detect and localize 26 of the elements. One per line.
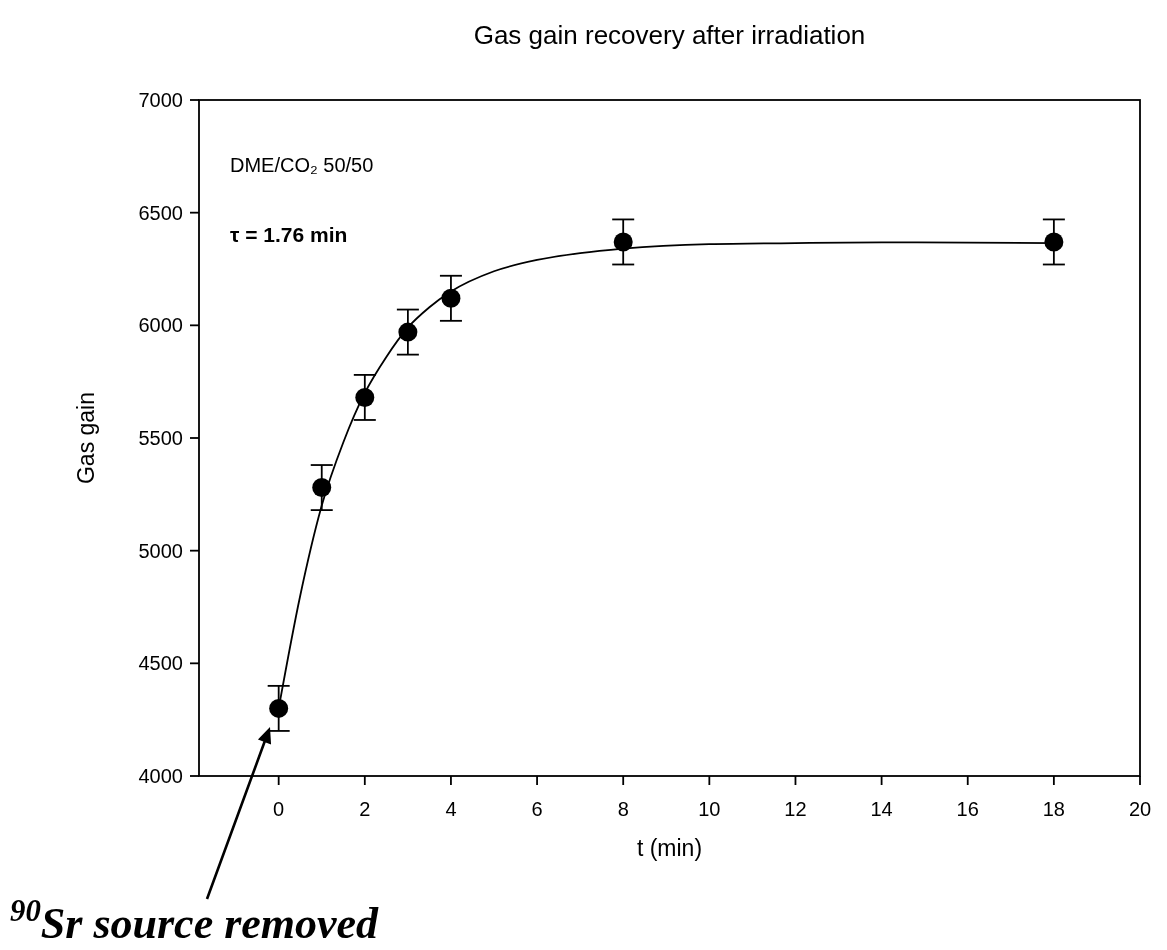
x-tick-label: 4 xyxy=(445,798,457,820)
y-tick-label: 7000 xyxy=(138,89,183,111)
x-tick-label: 16 xyxy=(956,798,979,820)
point xyxy=(269,698,289,718)
annotation: DME/CO₂ 50/50 xyxy=(230,154,374,176)
x-tick-label: 8 xyxy=(617,798,629,820)
chart-title: Gas gain recovery after irradiation xyxy=(473,20,866,50)
x-axis-title: t (min) xyxy=(636,835,703,861)
y-tick-label: 5000 xyxy=(138,539,183,562)
x-tick-label: 0 xyxy=(273,798,285,820)
x-tick-label: 10 xyxy=(698,798,721,820)
y-tick-label: 4000 xyxy=(138,765,183,787)
annotation: τ = 1.76 min xyxy=(230,223,348,246)
x-tick-label: 12 xyxy=(784,798,807,820)
y-axis-title: Gas gain xyxy=(73,391,99,485)
text: $^{90}$Sr source removed xyxy=(10,894,380,948)
y-tick-label: 6000 xyxy=(138,314,183,337)
x-tick-label: 18 xyxy=(1042,798,1065,820)
x-tick-label: 20 xyxy=(1128,798,1152,820)
y-tick-label: 4500 xyxy=(138,652,183,675)
point xyxy=(1044,232,1064,252)
y-tick-label: 6500 xyxy=(138,201,183,224)
x-tick-label: 2 xyxy=(359,798,371,820)
y-tick-label: 5500 xyxy=(138,427,183,449)
x-tick-label: 6 xyxy=(531,798,543,820)
x-tick-label: 14 xyxy=(870,798,893,820)
